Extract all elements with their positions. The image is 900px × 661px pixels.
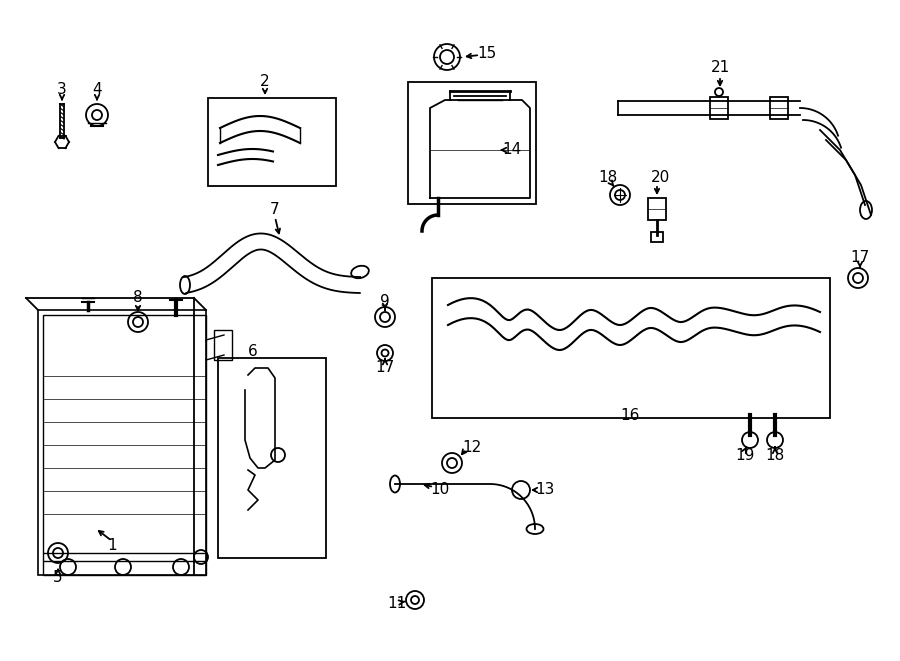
Text: 12: 12 (463, 440, 482, 455)
Bar (710, 97, 728, 119)
Bar (214, 330, 232, 360)
Text: 18: 18 (598, 171, 617, 186)
Text: 21: 21 (710, 61, 730, 75)
Bar (770, 97, 788, 119)
Bar (648, 198, 666, 220)
Text: 4: 4 (92, 83, 102, 98)
Text: 16: 16 (620, 407, 640, 422)
Text: 20: 20 (651, 171, 670, 186)
Bar (38, 310, 206, 575)
Text: 10: 10 (430, 483, 450, 498)
Text: 17: 17 (375, 360, 394, 375)
Text: 6: 6 (248, 344, 258, 360)
Bar (432, 278, 830, 418)
Text: 15: 15 (477, 46, 497, 61)
Text: 7: 7 (270, 202, 280, 217)
Text: 1: 1 (107, 537, 117, 553)
Bar (651, 232, 663, 242)
Bar (208, 98, 336, 186)
Bar (408, 82, 536, 204)
Text: 2: 2 (260, 75, 270, 89)
Text: 11: 11 (387, 596, 407, 611)
Text: 14: 14 (502, 143, 522, 157)
Text: 18: 18 (765, 447, 785, 463)
Text: 8: 8 (133, 290, 143, 305)
Text: 13: 13 (536, 483, 554, 498)
Bar (43, 315, 206, 575)
Bar (218, 358, 326, 558)
Text: 17: 17 (850, 251, 869, 266)
Text: 19: 19 (735, 447, 755, 463)
Text: 5: 5 (53, 570, 63, 586)
Text: 3: 3 (57, 83, 67, 98)
Text: 9: 9 (380, 293, 390, 309)
